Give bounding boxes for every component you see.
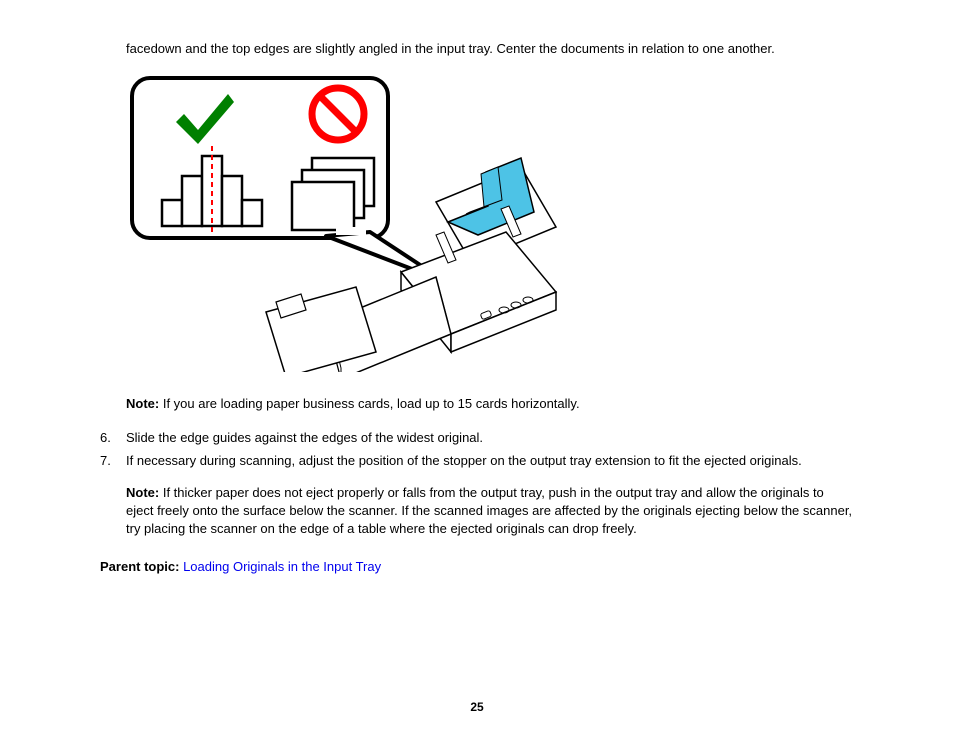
parent-topic-label: Parent topic: [100,559,179,574]
steps-list: 6. Slide the edge guides against the edg… [100,429,854,469]
note-2: Note: If thicker paper does not eject pr… [126,484,854,539]
note-2-text: If thicker paper does not eject properly… [126,485,852,536]
step-7-number: 7. [100,452,126,470]
parent-topic-link[interactable]: Loading Originals in the Input Tray [179,559,381,574]
note-1-label: Note: [126,396,159,411]
step-7: 7. If necessary during scanning, adjust … [100,452,854,470]
intro-paragraph: facedown and the top edges are slightly … [126,40,854,58]
step-7-text: If necessary during scanning, adjust the… [126,452,854,470]
note-1-text: If you are loading paper business cards,… [159,396,579,411]
page-number: 25 [0,700,954,714]
scanner-loading-figure [126,72,854,375]
step-6-number: 6. [100,429,126,447]
wrong-stack-diagram [292,158,374,230]
parent-topic: Parent topic: Loading Originals in the I… [100,558,854,576]
note-1: Note: If you are loading paper business … [126,395,854,413]
step-6-text: Slide the edge guides against the edges … [126,429,854,447]
note-2-label: Note: [126,485,159,500]
step-6: 6. Slide the edge guides against the edg… [100,429,854,447]
